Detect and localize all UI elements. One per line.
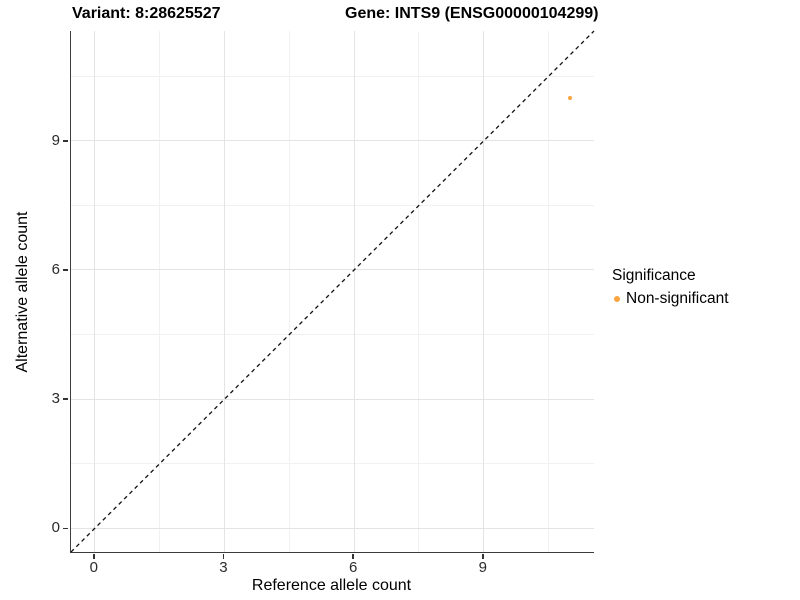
y-gridline-minor <box>71 463 594 465</box>
x-tick-label: 9 <box>478 559 487 576</box>
y-gridline-minor <box>71 75 594 77</box>
y-tick-label: 6 <box>51 260 60 278</box>
plot-panel <box>70 30 595 553</box>
data-point <box>568 95 573 100</box>
x-gridline-minor <box>548 31 550 552</box>
y-gridline-minor <box>71 204 594 206</box>
x-gridline-minor <box>159 31 161 552</box>
y-gridline-major <box>71 398 594 400</box>
y-gridline-major <box>71 140 594 142</box>
legend: Significance Non-significant <box>612 267 729 308</box>
y-tick-mark <box>63 269 68 271</box>
y-gridline-major <box>71 527 594 529</box>
x-tick-mark <box>482 554 484 559</box>
y-tick-label: 0 <box>51 519 60 537</box>
legend-point-marker-icon <box>614 296 620 302</box>
x-tick-label: 6 <box>348 559 358 576</box>
x-axis-title: Reference allele count <box>251 577 412 594</box>
y-tick-mark <box>63 140 68 142</box>
y-gridline-minor <box>71 334 594 336</box>
variant-title: Variant: 8:28625527 <box>72 5 221 22</box>
identity-reference-line <box>70 30 595 553</box>
x-gridline-minor <box>288 31 290 552</box>
x-tick-mark <box>222 554 225 559</box>
x-gridline-major <box>353 31 355 552</box>
legend-item-non-significant: Non-significant <box>612 290 729 308</box>
y-gridline-major <box>71 269 594 271</box>
y-tick-mark <box>63 398 68 400</box>
x-tick-mark <box>352 554 354 559</box>
x-tick-mark <box>93 554 95 559</box>
x-gridline-major <box>483 31 485 552</box>
y-tick-label: 3 <box>51 390 60 408</box>
y-axis-title: Alternative allele count <box>14 211 31 373</box>
y-tick-mark <box>63 527 68 530</box>
y-tick-label: 9 <box>51 131 60 149</box>
x-gridline-minor <box>418 31 420 552</box>
legend-title: Significance <box>612 267 696 284</box>
x-gridline-major <box>223 31 225 552</box>
x-tick-label: 3 <box>219 559 228 576</box>
gene-title: Gene: INTS9 (ENSG00000104299) <box>345 5 599 22</box>
x-tick-label: 0 <box>89 559 98 576</box>
legend-item-label: Non-significant <box>626 290 729 307</box>
x-gridline-major <box>94 31 96 552</box>
